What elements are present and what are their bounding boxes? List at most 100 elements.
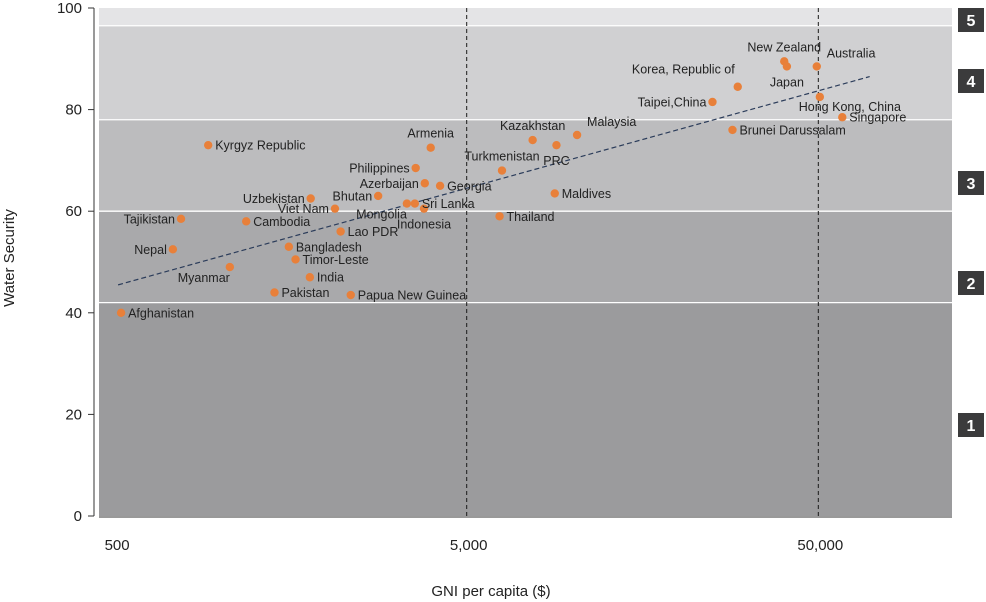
label-pakistan: Pakistan <box>281 286 329 300</box>
point-labels: Afghanistan Nepal Tajikistan Kyrgyz Republi… <box>124 40 907 320</box>
point-georgia <box>435 181 445 190</box>
band-marker-label: 4 <box>967 74 976 91</box>
point-thailand <box>495 212 504 221</box>
x-axis: 500 5,000 50,000 <box>99 516 952 554</box>
point-tajikistan <box>176 214 186 224</box>
point-brunei-darussalam <box>728 125 737 135</box>
x-axis-title: GNI per capita ($) <box>431 583 550 600</box>
reference-lines <box>466 8 819 516</box>
label-new-zealand: New Zealand <box>747 40 821 54</box>
point-singapore <box>838 113 847 122</box>
label-brunei-darussalam: Brunei Darussalam <box>739 123 845 137</box>
y-tick-label: 80 <box>65 102 82 119</box>
label-nepal: Nepal <box>134 243 167 257</box>
y-tick-label: 60 <box>65 203 82 220</box>
data-points <box>116 57 847 317</box>
trend-line-group <box>117 76 870 286</box>
y-tick-label: 100 <box>57 0 82 17</box>
point-afghanistan <box>116 308 126 317</box>
label-sri-lanka: Sri Lanka <box>422 197 475 211</box>
label-azerbaijan: Azerbaijan <box>360 177 419 191</box>
label-singapore: Singapore <box>849 111 906 125</box>
point-turkmenistan <box>497 166 507 175</box>
label-afghanistan: Afghanistan <box>128 306 194 320</box>
band-2 <box>99 211 952 303</box>
label-myanmar: Myanmar <box>178 271 230 285</box>
band-divider-lines <box>99 25 952 304</box>
point-mongolia <box>402 199 412 208</box>
label-kazakhstan: Kazakhstan <box>500 119 565 133</box>
label-australia: Australia <box>827 46 876 60</box>
label-india: India <box>317 271 344 285</box>
label-prc: PRC <box>543 154 569 168</box>
band-5 <box>99 8 952 26</box>
band-marker-2 <box>958 271 984 295</box>
label-philippines: Philippines <box>349 162 409 176</box>
point-maldives <box>550 189 559 198</box>
point-indonesia <box>419 204 429 213</box>
label-turkmenistan: Turkmenistan <box>464 150 539 164</box>
x-tick-label: 5,000 <box>450 537 488 554</box>
label-bangladesh: Bangladesh <box>296 240 362 254</box>
point-taipei-china <box>708 97 717 107</box>
point-bangladesh <box>284 242 294 251</box>
band-level-markers: 1 2 3 4 5 <box>958 8 984 437</box>
label-papua-new-guinea: Papua New Guinea <box>358 289 466 303</box>
label-tajikistan: Tajikistan <box>124 212 175 226</box>
label-kyrgyz-republic: Kyrgyz Republic <box>215 139 305 153</box>
point-bhutan <box>373 191 383 201</box>
label-bhutan: Bhutan <box>333 189 373 203</box>
label-hong-kong-china: Hong Kong, China <box>799 100 901 114</box>
point-prc <box>552 140 561 150</box>
point-myanmar <box>225 262 235 272</box>
label-korea-republic-of: Korea, Republic of <box>632 63 735 77</box>
band-marker-5 <box>958 8 984 32</box>
point-korea-republic-of <box>733 82 742 91</box>
x-tick-label: 50,000 <box>797 537 843 554</box>
label-lao-pdr: Lao PDR <box>348 225 399 239</box>
point-uzbekistan <box>306 194 315 203</box>
point-malaysia <box>572 130 582 140</box>
band-3 <box>99 119 952 212</box>
label-japan: Japan <box>770 75 804 89</box>
security-bands <box>99 8 952 516</box>
band-marker-label: 3 <box>967 176 976 193</box>
point-timor-leste <box>291 255 300 264</box>
label-cambodia: Cambodia <box>253 215 310 229</box>
point-japan <box>782 62 792 71</box>
label-uzbekistan: Uzbekistan <box>243 192 305 206</box>
label-timor-leste: Timor-Leste <box>303 253 369 267</box>
point-india <box>305 273 315 282</box>
label-taipei-china: Taipei,China <box>638 95 707 109</box>
point-papua-new-guinea <box>346 290 355 300</box>
band-marker-4 <box>958 69 984 93</box>
band-marker-label: 1 <box>967 418 976 435</box>
point-pakistan <box>270 288 279 297</box>
x-tick-label: 500 <box>105 537 130 554</box>
y-tick-label: 20 <box>65 406 82 423</box>
point-philippines <box>411 163 420 173</box>
band-marker-1 <box>958 413 984 437</box>
label-thailand: Thailand <box>507 210 555 224</box>
point-lao-pdr <box>336 227 345 236</box>
y-tick-label: 40 <box>65 305 82 322</box>
point-armenia <box>426 143 435 152</box>
band-1 <box>99 302 952 516</box>
y-axis: 0 20 40 60 80 100 <box>57 0 95 525</box>
band-marker-3 <box>958 171 984 195</box>
point-sri-lanka <box>410 199 420 208</box>
band-marker-label: 2 <box>967 276 976 293</box>
point-hong-kong-china <box>815 92 825 102</box>
point-azerbaijan <box>420 179 429 188</box>
point-australia <box>812 62 821 71</box>
trend-line <box>117 76 870 286</box>
label-georgia: Georgia <box>447 179 492 193</box>
y-axis-title: Water Security <box>1 209 18 307</box>
label-maldives: Maldives <box>562 187 611 201</box>
point-nepal <box>168 245 178 254</box>
point-kazakhstan <box>528 135 537 145</box>
band-4 <box>99 25 952 120</box>
label-viet-nam: Viet Nam <box>278 202 329 216</box>
label-mongolia: Mongolia <box>356 208 407 222</box>
